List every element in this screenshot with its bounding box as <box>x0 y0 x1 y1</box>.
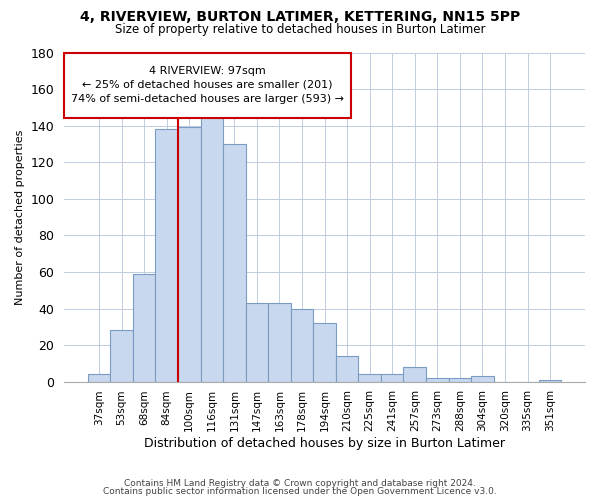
Bar <box>223 144 245 382</box>
Bar <box>110 330 133 382</box>
Bar <box>155 130 178 382</box>
Y-axis label: Number of detached properties: Number of detached properties <box>15 130 25 305</box>
Bar <box>200 116 223 382</box>
X-axis label: Distribution of detached houses by size in Burton Latimer: Distribution of detached houses by size … <box>144 437 505 450</box>
Bar <box>358 374 381 382</box>
Bar <box>313 323 336 382</box>
Bar <box>88 374 110 382</box>
Bar <box>426 378 449 382</box>
Text: Contains HM Land Registry data © Crown copyright and database right 2024.: Contains HM Land Registry data © Crown c… <box>124 478 476 488</box>
Bar <box>471 376 494 382</box>
Bar <box>449 378 471 382</box>
Text: 4, RIVERVIEW, BURTON LATIMER, KETTERING, NN15 5PP: 4, RIVERVIEW, BURTON LATIMER, KETTERING,… <box>80 10 520 24</box>
Bar <box>291 308 313 382</box>
Bar <box>336 356 358 382</box>
Bar <box>381 374 403 382</box>
Text: 4 RIVERVIEW: 97sqm
← 25% of detached houses are smaller (201)
74% of semi-detach: 4 RIVERVIEW: 97sqm ← 25% of detached hou… <box>71 66 344 104</box>
Bar <box>268 303 291 382</box>
Bar <box>403 367 426 382</box>
Bar <box>245 303 268 382</box>
Bar <box>178 128 200 382</box>
Text: Contains public sector information licensed under the Open Government Licence v3: Contains public sector information licen… <box>103 487 497 496</box>
Bar <box>539 380 562 382</box>
Bar <box>133 274 155 382</box>
Text: Size of property relative to detached houses in Burton Latimer: Size of property relative to detached ho… <box>115 22 485 36</box>
